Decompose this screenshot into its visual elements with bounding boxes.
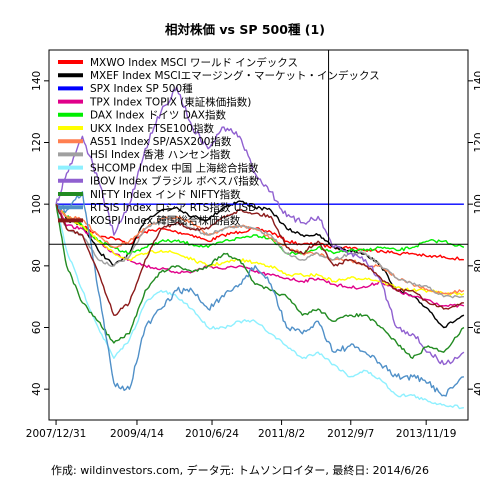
legend-label-12: KOSPI Index 韓国総合株価指数	[90, 214, 241, 227]
legend-label-1: MXEF Index MSCIエマージング・マーケット・インデックス	[90, 69, 380, 82]
legend-label-9: IBOV Index ブラジル ボベスパ指数	[90, 175, 260, 188]
axes-layer: 2007/12/31 2009/4/14 2010/6/24 2011/8/2 2012…	[26, 71, 480, 440]
x-tick-label: 2011/8/2	[258, 428, 305, 440]
x-tick-label: 2012/9/7	[327, 428, 374, 440]
series-layer	[55, 86, 465, 410]
series-line-7	[55, 203, 464, 299]
y-tick-label-right: 120	[473, 132, 480, 152]
legend-label-0: MXWO Index MSCI ワールド インデックス	[90, 56, 298, 69]
chart-caption: 作成: wildinvestors.com, データ元: トムソンロイター, 最…	[51, 463, 429, 477]
legend-label-11: RTSIS Index ロシア RTS指数 USD	[90, 201, 256, 214]
series-line-8	[55, 204, 464, 410]
y-tick-label-right: 80	[473, 259, 480, 272]
x-tick-label: 2009/4/14	[110, 428, 164, 440]
legend-label-4: DAX Index ドイツ DAX指数	[90, 109, 226, 122]
legend-label-8: SHCOMP Index 中国 上海総合指数	[90, 161, 259, 174]
y-tick-label-left: 40	[31, 382, 43, 395]
y-tick-label-left: 120	[31, 132, 43, 152]
plot-frame	[48, 49, 469, 421]
series-line-11	[55, 191, 465, 397]
legend-label-6: AS51 Index SP/ASX200指数	[90, 135, 232, 148]
series-line-12	[55, 203, 464, 316]
legend-label-7: HSI Index 香港 ハンセン指数	[90, 148, 231, 161]
chart-title: 相対株価 vs SP 500種 (1)	[165, 22, 325, 37]
y-tick-label-right: 140	[473, 71, 480, 91]
legend-label-5: UKX Index FTSE100指数	[90, 122, 214, 135]
legend-label-2: SPX Index SP 500種	[90, 82, 193, 95]
y-tick-label-right: 100	[473, 194, 480, 214]
y-tick-label-left: 140	[31, 71, 43, 91]
y-tick-label-right: 40	[473, 382, 480, 395]
x-tick-label: 2010/6/24	[185, 428, 239, 440]
series-line-10	[55, 204, 465, 359]
y-tick-label-right: 60	[473, 321, 480, 334]
legend-label-3: TPX Index TOPIX (東証株価指数)	[89, 95, 251, 108]
y-tick-label-left: 60	[31, 321, 43, 334]
y-tick-label-left: 100	[31, 194, 43, 214]
legend-label-10: NIFTY Index インド NIFTY指数	[90, 188, 241, 201]
series-line-9	[55, 86, 465, 366]
series-line-4	[55, 203, 465, 255]
y-tick-label-left: 80	[31, 259, 43, 272]
x-tick-label: 2007/12/31	[26, 428, 87, 440]
reference-lines	[49, 50, 468, 245]
x-tick-label: 2013/11/19	[396, 428, 457, 440]
